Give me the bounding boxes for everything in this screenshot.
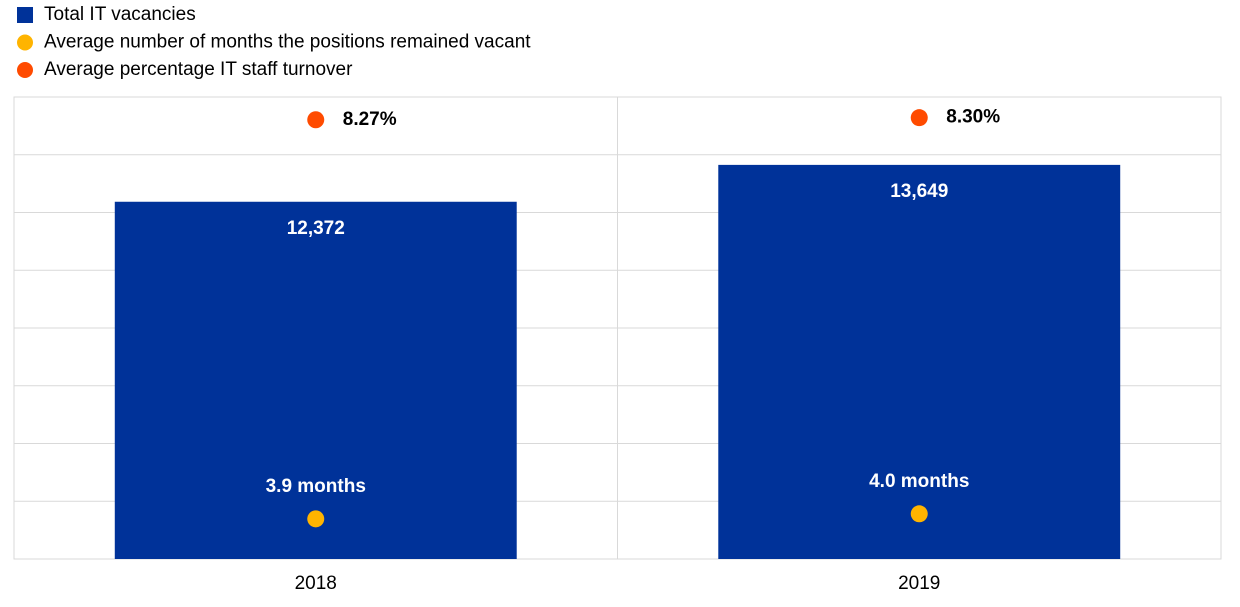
dot (910, 109, 928, 127)
bar (114, 201, 517, 560)
legend-swatch (17, 34, 33, 51)
data-label: 8.30% (946, 107, 1000, 128)
legend-label: Average number of months the positions r… (44, 32, 531, 53)
legend-label: Average percentage IT staff turnover (44, 59, 353, 80)
legend-swatch (17, 7, 33, 23)
bar (718, 164, 1121, 559)
x-tick-label: 2018 (295, 573, 337, 594)
dot (307, 510, 325, 528)
data-label: 8.27% (343, 109, 397, 130)
dot (910, 505, 928, 523)
legend-label: Total IT vacancies (44, 4, 196, 25)
x-tick-label: 2019 (898, 573, 940, 594)
legend-swatch (17, 62, 33, 78)
dot (307, 111, 325, 129)
data-label: 4.0 months (869, 471, 969, 492)
data-label: 3.9 months (266, 476, 366, 497)
data-label: 13,649 (890, 181, 948, 202)
data-label: 12,372 (287, 218, 345, 239)
